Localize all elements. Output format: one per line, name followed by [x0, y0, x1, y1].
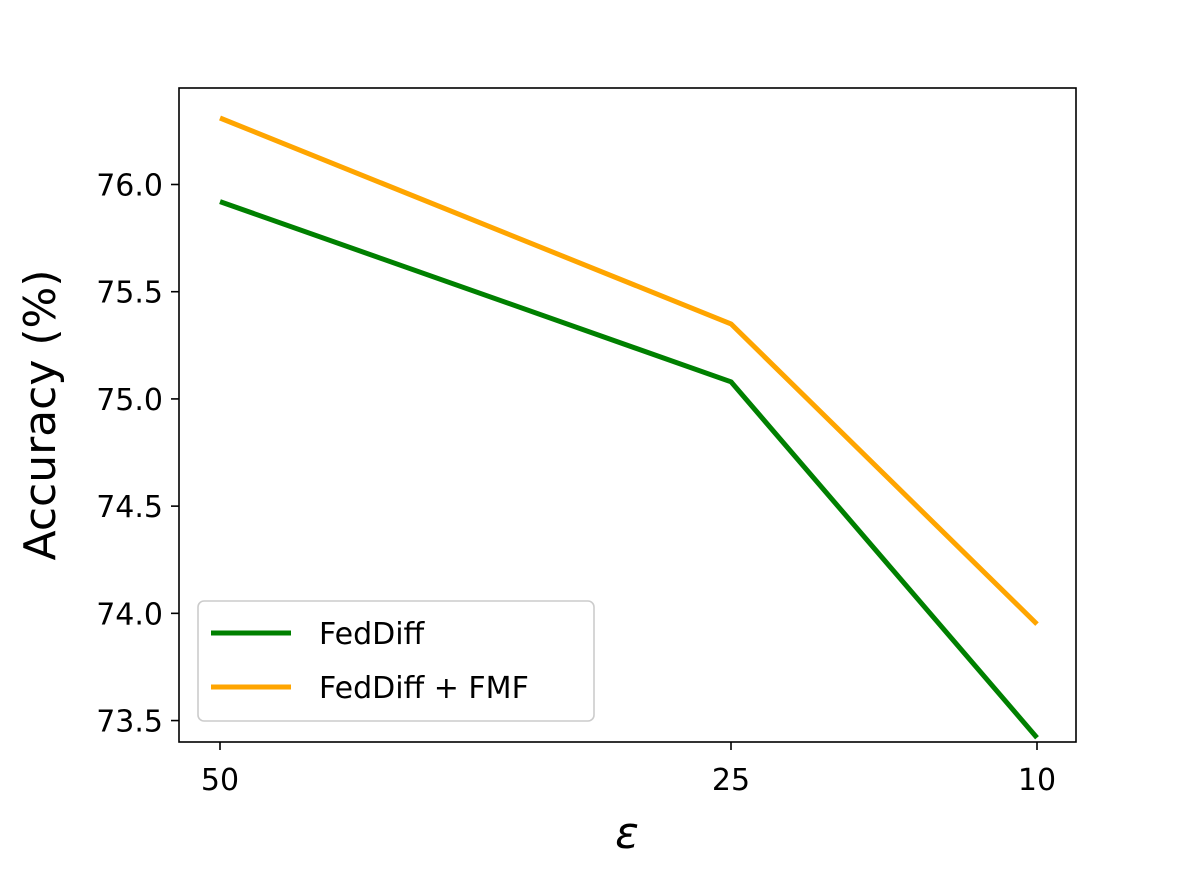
y-tick-label: 75.0: [96, 383, 163, 418]
x-tick-label: 10: [1018, 763, 1056, 798]
y-tick-label: 76.0: [96, 168, 163, 203]
y-axis-ticks: 73.5 74.0 74.5 75.0 75.5 76.0: [96, 168, 179, 740]
series-lines: [219, 115, 1039, 740]
y-tick-label: 73.5: [96, 705, 163, 740]
y-tick-label: 74.5: [96, 490, 163, 525]
legend-box: [197, 600, 595, 722]
legend-label-feddiff-fmf: FedDiff + FMF: [319, 671, 529, 706]
plot-frame: [178, 87, 1077, 743]
y-axis-title: Accuracy (%): [15, 269, 66, 560]
legend: FedDiff FedDiff + FMF: [197, 600, 595, 722]
x-axis-ticks: 50 25 10: [201, 742, 1056, 798]
x-axis-title: ε: [615, 808, 639, 859]
y-tick-label: 74.0: [96, 597, 163, 632]
y-tick-label: 75.5: [96, 276, 163, 311]
x-tick-label: 25: [712, 763, 750, 798]
legend-label-feddiff: FedDiff: [319, 617, 426, 652]
x-tick-label: 50: [201, 763, 239, 798]
